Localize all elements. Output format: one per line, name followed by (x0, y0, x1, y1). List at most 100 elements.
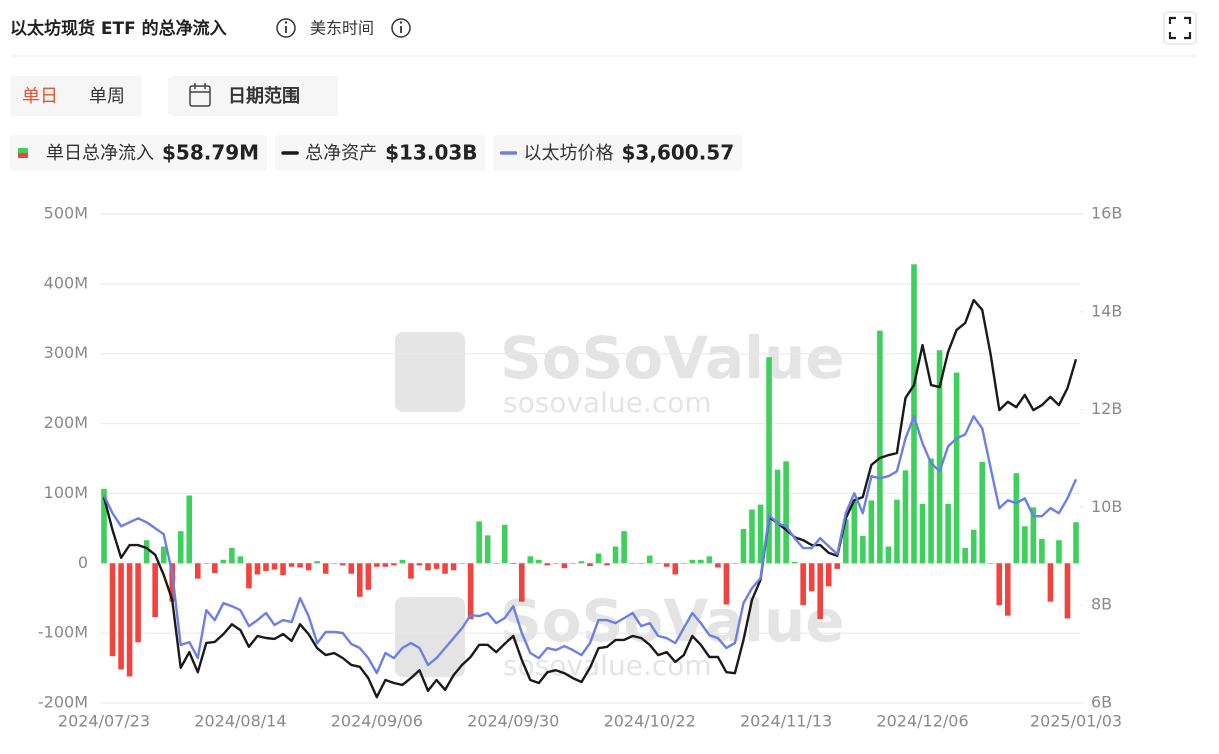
y2-tick-label: 16B (1091, 204, 1122, 223)
bar (544, 563, 551, 566)
bar (288, 563, 295, 567)
bar (348, 563, 355, 574)
bar (1004, 563, 1011, 616)
bar (766, 357, 772, 564)
bar (749, 509, 755, 564)
bar (1039, 538, 1045, 564)
x-tick-label: 2025/01/03 (1030, 712, 1122, 731)
bar (399, 559, 406, 564)
bar (1022, 526, 1028, 564)
x-tick-label: 2024/08/14 (194, 712, 286, 731)
bar (271, 563, 278, 570)
bar (160, 546, 167, 564)
legend-box (493, 135, 743, 171)
bar (1064, 563, 1071, 619)
legend: 单日总净流入 $58.79M 总净资产 $13.03B 以太坊价格 $3,600.57 (10, 135, 743, 171)
bar (800, 563, 806, 606)
bar (425, 563, 431, 571)
bar (578, 561, 585, 564)
timezone: 美东时间 (310, 19, 374, 38)
calendar-icon (189, 83, 211, 107)
bar (808, 563, 815, 592)
legend-value: $58.79M (162, 141, 259, 165)
bar (877, 330, 883, 564)
y-tick-label: 300M (44, 343, 88, 362)
y-tick-label: 500M (44, 204, 88, 223)
watermark-text: SoSoValue (500, 587, 845, 655)
fullscreen-button[interactable] (1163, 11, 1197, 45)
bar (416, 563, 423, 566)
bar (501, 524, 508, 564)
bar (152, 563, 158, 618)
period-day[interactable]: 单日 (22, 86, 58, 107)
period-week[interactable]: 单周 (89, 86, 125, 107)
line (102, 415, 1078, 675)
bar (331, 563, 338, 564)
bar (945, 503, 951, 564)
x-tick-label: 2024/12/06 (876, 712, 968, 731)
bar (894, 499, 900, 564)
x-tick-label: 2024/11/13 (740, 712, 832, 731)
bar (604, 563, 610, 566)
bar (911, 264, 917, 564)
bar (663, 563, 670, 567)
bar (229, 547, 235, 564)
bar (621, 531, 627, 564)
bar (612, 546, 619, 564)
bar (587, 563, 593, 567)
y-tick-label: -100M (38, 623, 88, 642)
legend-item: 单日总净流入 $58.79M (10, 135, 268, 171)
bar (186, 495, 193, 564)
y2-tick-label: 8B (1091, 595, 1112, 614)
bar (382, 563, 389, 567)
legend-box (275, 135, 486, 171)
bar (280, 563, 286, 576)
y-tick-label: 100M (44, 483, 88, 502)
y-tick-label: 400M (44, 273, 88, 292)
bar (561, 563, 568, 569)
bar (732, 563, 738, 564)
info-icon[interactable] (391, 18, 411, 38)
bar (408, 563, 414, 579)
bar (979, 461, 986, 564)
bar (356, 563, 363, 597)
period-toggle (10, 76, 142, 116)
bar (1056, 540, 1062, 564)
chart-title: 以太坊现货 ETF 的总净流入 (10, 18, 227, 39)
bar (442, 563, 448, 574)
bar (987, 563, 994, 564)
bar (297, 563, 303, 568)
bar (842, 519, 849, 564)
bar (757, 504, 764, 564)
bar (126, 563, 133, 677)
bar (774, 469, 781, 564)
y2-tick-label: 6B (1091, 693, 1112, 712)
bar (518, 563, 525, 602)
bar (365, 563, 372, 590)
bar (374, 563, 380, 567)
bar (783, 461, 789, 564)
legend-label: 单日总净流入 (46, 143, 154, 164)
bar (595, 553, 602, 564)
bar (638, 563, 644, 564)
y-tick-label: 0 (78, 553, 88, 572)
bar (510, 563, 517, 564)
bar (936, 350, 943, 564)
bar (527, 556, 534, 564)
bar (553, 563, 559, 564)
info-icon[interactable] (276, 18, 296, 38)
date-range-button[interactable] (168, 76, 338, 116)
bar (237, 556, 244, 564)
bar (339, 563, 346, 566)
bar (817, 563, 824, 620)
legend-swatch (18, 148, 28, 153)
bar (1013, 473, 1020, 564)
bar (109, 563, 116, 657)
bar (680, 563, 687, 564)
watermark-text: SoSoValue (500, 324, 845, 392)
bar (953, 372, 960, 564)
bar (203, 563, 210, 564)
date-range-label[interactable]: 日期范围 (228, 85, 300, 107)
bar (791, 561, 798, 564)
bar (885, 546, 892, 564)
